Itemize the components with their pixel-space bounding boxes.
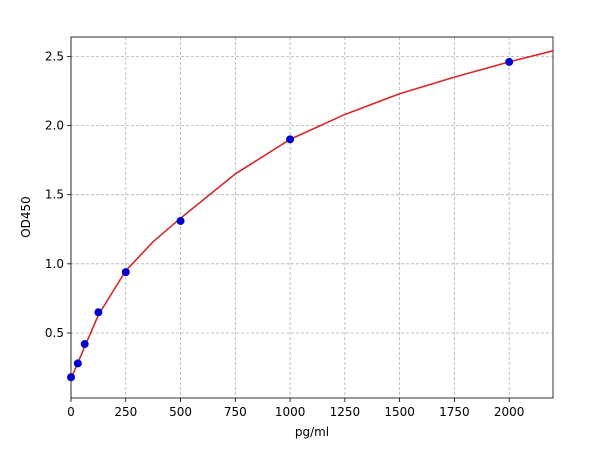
- data-point: [80, 340, 89, 349]
- y-axis-label: OD450: [19, 196, 33, 238]
- data-point: [505, 57, 514, 66]
- x-tick-label: 250: [114, 405, 137, 419]
- y-tick-label: 1.5: [45, 188, 64, 202]
- x-tick-label: 1250: [330, 405, 361, 419]
- x-tick-label: 0: [67, 405, 75, 419]
- x-tick-label: 750: [224, 405, 247, 419]
- y-tick-label: 1.0: [45, 257, 64, 271]
- y-tick-label: 2.5: [45, 49, 64, 63]
- y-tick-label: 0.5: [45, 326, 64, 340]
- x-tick-label: 1000: [275, 405, 306, 419]
- data-point: [286, 135, 295, 144]
- data-point: [176, 216, 185, 225]
- y-tick-label: 2.0: [45, 119, 64, 133]
- fit-curve: [70, 50, 554, 379]
- plot-frame: [70, 36, 554, 399]
- x-tick-label: 1500: [384, 405, 415, 419]
- data-point: [94, 308, 103, 317]
- data-point: [73, 359, 82, 368]
- x-tick-label: 2000: [494, 405, 525, 419]
- x-tick-label: 500: [169, 405, 192, 419]
- data-point: [121, 268, 130, 277]
- x-tick-label: 1750: [439, 405, 470, 419]
- x-axis-label: pg/ml: [295, 425, 329, 439]
- data-point: [67, 373, 75, 382]
